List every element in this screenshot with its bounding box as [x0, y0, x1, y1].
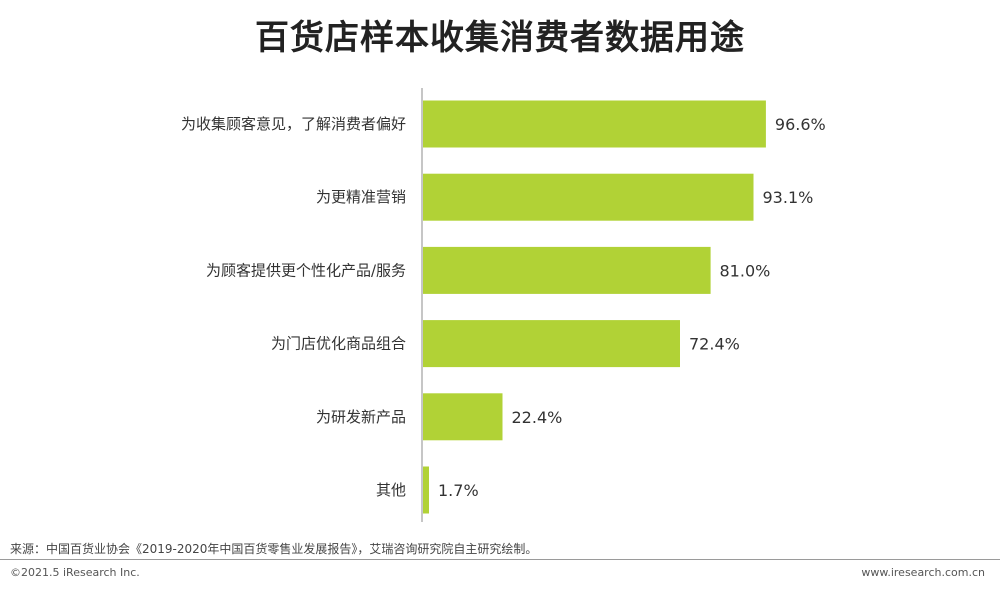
category-label-1: 为更精准营销 — [316, 188, 406, 206]
value-label-4: 22.4% — [512, 408, 563, 427]
value-label-2: 81.0% — [720, 261, 771, 280]
footer-divider — [0, 559, 1000, 560]
bars-layer: 为收集顾客意见，了解消费者偏好 96.6% 为更精准营销 93.1% 为顾客提供更个性化… — [181, 100, 826, 514]
copyright-text: ©2021.5 iResearch Inc. — [10, 566, 140, 579]
category-label-0: 为收集顾客意见，了解消费者偏好 — [181, 115, 406, 133]
category-label-4: 为研发新产品 — [316, 408, 406, 426]
value-label-0: 96.6% — [775, 115, 826, 134]
website-text: www.iresearch.com.cn — [861, 566, 985, 579]
bar-0 — [423, 100, 766, 148]
bar-1 — [423, 173, 754, 221]
chart-title: 百货店样本收集消费者数据用途 — [255, 18, 745, 58]
bar-chart: 为收集顾客意见，了解消费者偏好 96.6% 为更精准营销 93.1% 为顾客提供更个性化… — [181, 88, 826, 522]
value-label-1: 93.1% — [763, 188, 814, 207]
source-note: 来源：中国百货业协会《2019-2020年中国百货零售业发展报告》，艾瑞咨询研究… — [10, 542, 538, 556]
value-label-5: 1.7% — [438, 481, 479, 500]
category-label-3: 为门店优化商品组合 — [271, 335, 406, 353]
category-label-5: 其他 — [376, 481, 406, 499]
bar-4 — [423, 393, 503, 441]
bar-3 — [423, 320, 680, 368]
category-label-2: 为顾客提供更个性化产品/服务 — [206, 261, 406, 279]
value-label-3: 72.4% — [689, 335, 740, 354]
bar-2 — [423, 246, 711, 294]
bar-5 — [423, 466, 429, 514]
